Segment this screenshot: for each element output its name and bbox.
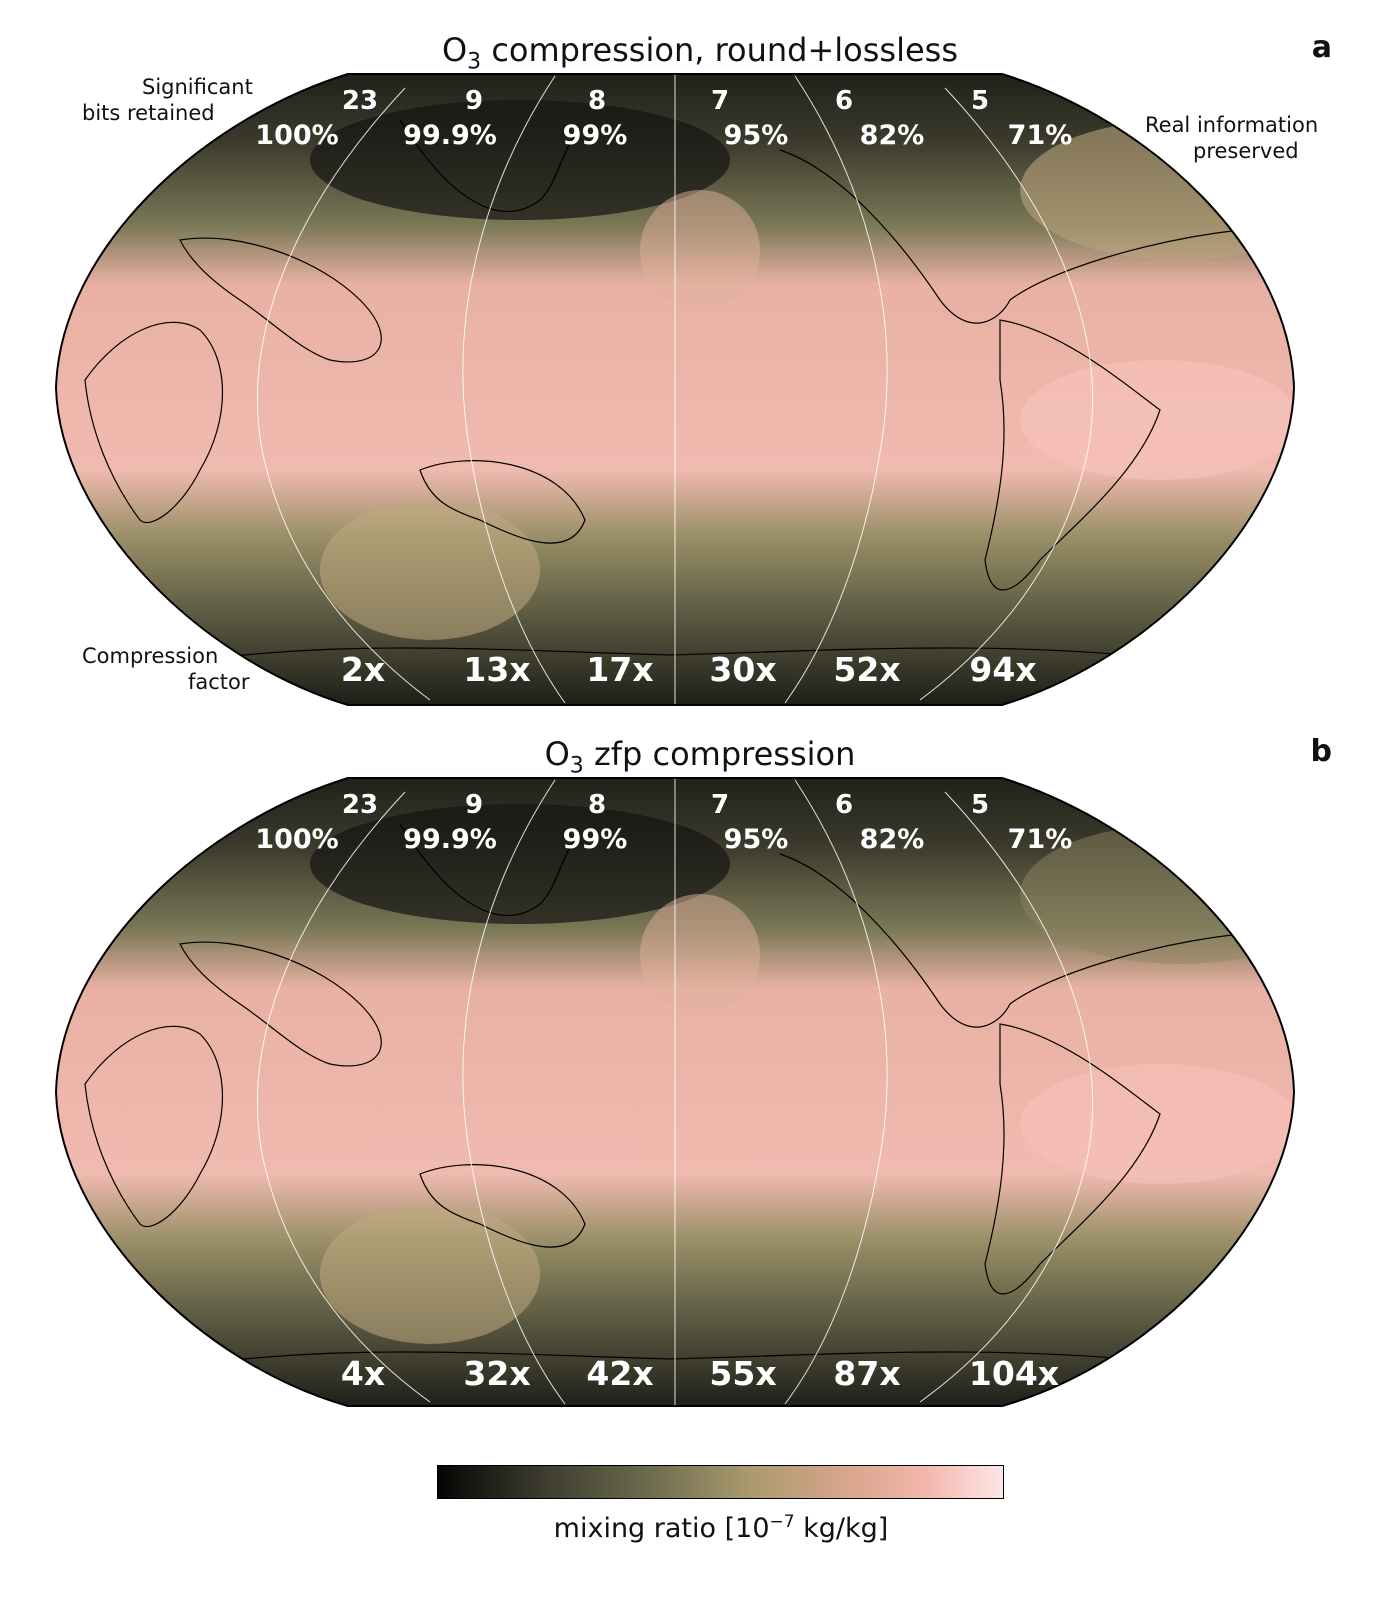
bits-label: 6 [834, 86, 854, 116]
compression-factor-label: 42x [586, 1354, 654, 1393]
title-text: zfp compression [593, 735, 856, 773]
species-subscript: 3 [467, 49, 482, 75]
info-label: 99.9% [403, 120, 497, 151]
info-label: 100% [255, 120, 339, 151]
compression-factor-label: 87x [833, 1354, 901, 1393]
bits-label: 5 [970, 790, 990, 820]
colorbar [437, 1465, 1004, 1499]
bits-label: 8 [587, 86, 607, 116]
info-annotation-line1: Real information [1145, 113, 1319, 137]
bits-label: 9 [464, 790, 484, 820]
info-label: 100% [255, 824, 339, 855]
compression-factor-label: 104x [968, 1354, 1060, 1393]
compression-factor-label: 30x [709, 650, 777, 689]
compression-factor-label: 13x [463, 650, 531, 689]
bits-label: 23 [341, 790, 379, 820]
panel-letter: a [1311, 30, 1332, 65]
colorbar-label-prefix: mixing ratio [10 [553, 1513, 770, 1544]
bits-annotation-line2: bits retained [82, 101, 215, 125]
world-map [54, 777, 1296, 1407]
panel-title: O3 zfp compression [0, 734, 1400, 786]
compression-factor-label: 4x [340, 1354, 386, 1393]
compression-factor-label: 55x [709, 1354, 777, 1393]
bits-label: 8 [587, 790, 607, 820]
info-label: 99% [562, 824, 628, 855]
info-label: 95% [723, 824, 789, 855]
info-label: 99% [562, 120, 628, 151]
bits-label: 7 [710, 790, 730, 820]
compression-factor-label: 52x [833, 650, 901, 689]
title-text: compression, round+lossless [491, 31, 959, 69]
compression-factor-label: 94x [969, 650, 1037, 689]
cf-annotation-line2: factor [188, 670, 250, 694]
bits-label: 9 [464, 86, 484, 116]
bits-label: 7 [710, 86, 730, 116]
info-label: 82% [859, 120, 925, 151]
colorbar-label: mixing ratio [10−7 kg/kg] [437, 1512, 1005, 1544]
compression-factor-label: 32x [463, 1354, 531, 1393]
compression-factor-label: 2x [340, 650, 386, 689]
colorbar-label-exponent: −7 [769, 1512, 795, 1532]
colorbar-label-suffix: kg/kg] [794, 1513, 889, 1544]
species-subscript: 3 [569, 753, 584, 779]
info-label: 71% [1007, 120, 1073, 151]
bits-label: 5 [970, 86, 990, 116]
species-name: O [441, 31, 468, 69]
world-map [54, 73, 1296, 706]
bits-annotation-line1: Significant [142, 75, 253, 99]
info-label: 82% [859, 824, 925, 855]
panel-a: O3 compression, round+lossless a Signifi… [0, 0, 1400, 730]
panel-letter: b [1310, 734, 1332, 769]
bits-label: 6 [834, 790, 854, 820]
info-label: 99.9% [403, 824, 497, 855]
compression-factor-label: 17x [586, 650, 654, 689]
cf-annotation-line1: Compression [82, 644, 219, 668]
info-label: 71% [1007, 824, 1073, 855]
species-name: O [544, 735, 570, 773]
info-annotation-line2: preserved [1193, 139, 1299, 163]
panel-b: O3 zfp compression b 23 9 8 7 6 5 100% 9… [0, 730, 1400, 1460]
bits-label: 23 [341, 86, 379, 116]
panel-title: O3 compression, round+lossless [0, 30, 1400, 82]
info-label: 95% [723, 120, 789, 151]
